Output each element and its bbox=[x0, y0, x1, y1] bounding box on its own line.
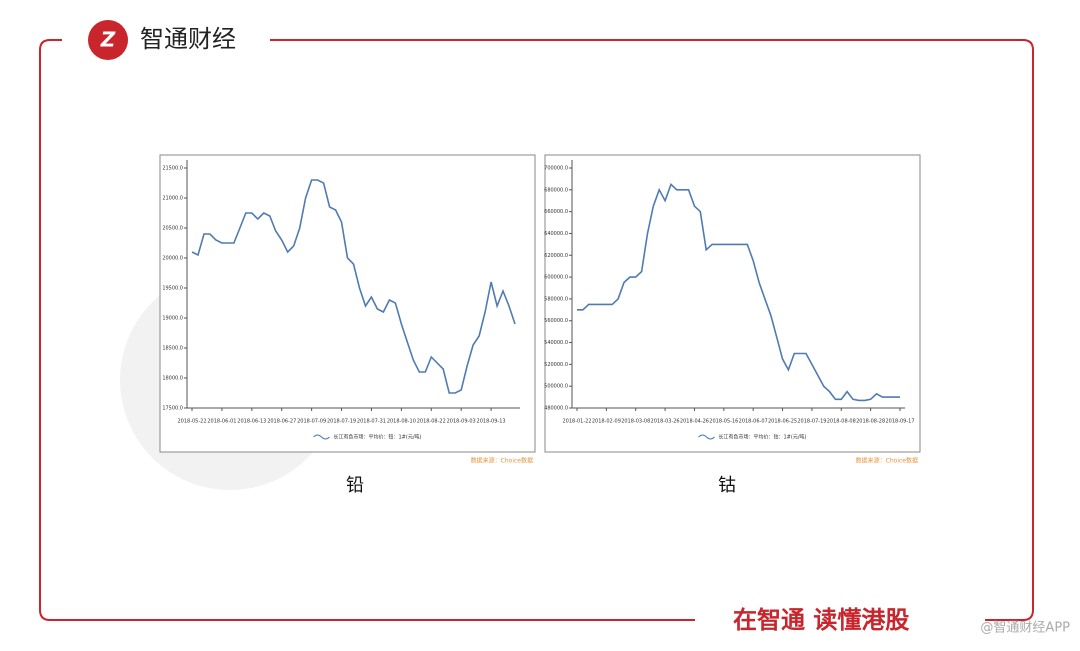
x-tick-label: 2018-03-26 bbox=[651, 419, 680, 425]
y-tick-label: 18000.0 bbox=[162, 376, 183, 382]
y-tick-label: 500000.0 bbox=[544, 384, 568, 390]
y-tick-label: 600000.0 bbox=[544, 275, 568, 281]
x-tick-label: 2018-05-16 bbox=[709, 419, 738, 425]
slogan: 在智通 读懂港股 bbox=[733, 606, 909, 634]
y-tick-label: 480000.0 bbox=[544, 406, 568, 412]
x-tick-label: 2018-05-22 bbox=[177, 419, 206, 425]
x-tick-label: 2018-08-10 bbox=[387, 419, 416, 425]
x-tick-label: 2018-08-08 bbox=[827, 419, 856, 425]
x-tick-label: 2018-07-19 bbox=[797, 419, 826, 425]
x-tick-label: 2018-09-03 bbox=[447, 419, 476, 425]
line bbox=[577, 182, 900, 402]
charts: 17500.0 18000.0 18500.0 19000.0 19500.0 20000… bbox=[159, 154, 921, 496]
legend-label: 长江有色市场：平均价：钴：1#(元/吨) bbox=[719, 434, 807, 441]
brand: 智通财经 bbox=[140, 25, 236, 53]
chart-caption: 钴 bbox=[718, 475, 736, 496]
x-tick-label: 2018-07-09 bbox=[297, 419, 326, 425]
watermark: @智通财经APP bbox=[980, 621, 1070, 636]
chart-frame bbox=[544, 154, 921, 453]
y-tick-label: 17500.0 bbox=[162, 406, 183, 412]
y-tick-label: 21000.0 bbox=[162, 196, 183, 202]
y-tick-label: 20500.0 bbox=[162, 226, 183, 232]
y-tick-label: 660000.0 bbox=[544, 209, 568, 215]
x-tick-label: 2018-03-08 bbox=[621, 419, 650, 425]
x-tick-label: 2018-04-26 bbox=[680, 419, 709, 425]
chart-frame bbox=[159, 154, 536, 453]
frame-right bbox=[270, 39, 1034, 621]
y-tick-label: 700000.0 bbox=[544, 166, 568, 172]
y-tick-label: 620000.0 bbox=[544, 253, 568, 259]
x-tick-label: 2018-07-31 bbox=[357, 419, 386, 425]
legend-label: 长江有色市场：平均价：铅：1#(元/吨) bbox=[334, 434, 422, 441]
y-tick-label: 640000.0 bbox=[544, 231, 568, 237]
x-tick-label: 2018-06-07 bbox=[739, 419, 768, 425]
x-tick-label: 2018-09-17 bbox=[885, 419, 914, 425]
x-tick-label: 2018-06-27 bbox=[267, 419, 296, 425]
x-tick-label: 2018-07-19 bbox=[327, 419, 356, 425]
x-tick-label: 2018-08-28 bbox=[856, 419, 885, 425]
line bbox=[191, 179, 516, 394]
y-tick-label: 680000.0 bbox=[544, 187, 568, 193]
x-tick-label: 2018-08-22 bbox=[417, 419, 446, 425]
y-tick-label: 560000.0 bbox=[544, 318, 568, 324]
y-tick-label: 19500.0 bbox=[162, 286, 183, 292]
y-tick-label: 520000.0 bbox=[544, 362, 568, 368]
logo bbox=[88, 20, 128, 60]
source-note: 数据来源：Choice数据 bbox=[856, 457, 918, 465]
frame-left bbox=[39, 39, 695, 621]
source-note: 数据来源：Choice数据 bbox=[471, 457, 533, 465]
x-tick-label: 2018-06-25 bbox=[768, 419, 797, 425]
y-tick-label: 540000.0 bbox=[544, 340, 568, 346]
y-tick-label: 19000.0 bbox=[162, 316, 183, 322]
logo-mark: Z bbox=[100, 28, 116, 52]
y-tick-label: 18500.0 bbox=[162, 346, 183, 352]
y-tick-label: 20000.0 bbox=[162, 256, 183, 262]
legend-swatch bbox=[313, 434, 330, 440]
x-tick-label: 2018-06-13 bbox=[237, 419, 266, 425]
x-tick-label: 2018-02-09 bbox=[592, 419, 621, 425]
x-tick-label: 2018-06-01 bbox=[207, 419, 236, 425]
legend-swatch bbox=[698, 434, 715, 440]
chart-caption: 铅 bbox=[346, 475, 364, 496]
y-tick-label: 21500.0 bbox=[162, 166, 183, 172]
x-tick-label: 2018-01-22 bbox=[562, 419, 591, 425]
x-tick-label: 2018-09-13 bbox=[477, 419, 506, 425]
y-tick-label: 580000.0 bbox=[544, 296, 568, 302]
